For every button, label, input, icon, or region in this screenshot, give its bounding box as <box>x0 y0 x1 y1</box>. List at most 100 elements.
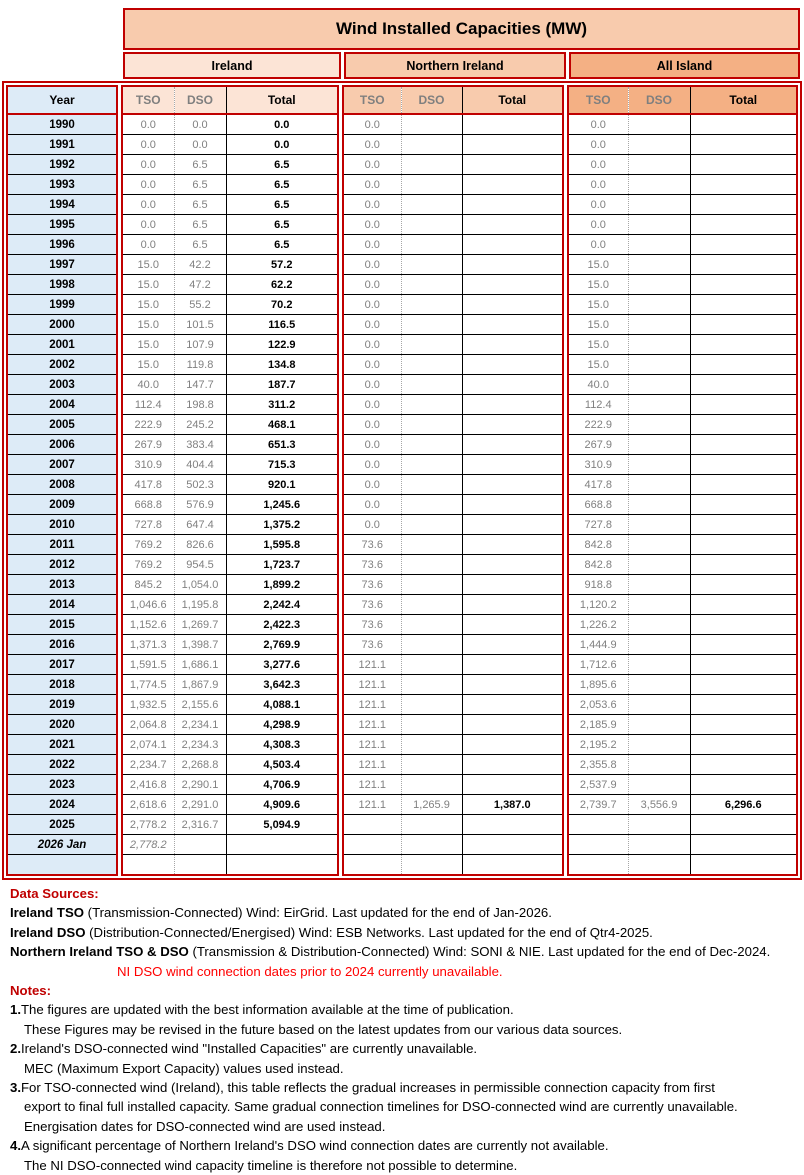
ie-total-cell: 2,422.3 <box>225 614 337 635</box>
ie-dso-cell: 2,155.6 <box>173 694 226 715</box>
table-row: 0.0 0.0 0.0 <box>123 114 337 135</box>
data-source-name: Northern Ireland TSO & DSO <box>10 944 189 960</box>
table-row: 0.0 <box>344 434 562 455</box>
table-row: 73.6 <box>344 594 562 615</box>
ni-dso-cell <box>400 514 462 535</box>
year-cell: 2009 <box>8 494 116 515</box>
ie-total-cell: 1,899.2 <box>225 574 337 595</box>
ai-dso-cell <box>627 434 690 455</box>
ai-total-cell <box>689 274 796 295</box>
ni-dso-cell <box>400 334 462 355</box>
ie-tso-cell: 15.0 <box>123 334 174 355</box>
table-row: 0.0 <box>344 334 562 355</box>
note-line: 1.The figures are updated with the best … <box>10 1000 804 1019</box>
ni-total-cell <box>461 194 562 215</box>
ie-tso-cell: 769.2 <box>123 554 174 575</box>
ai-total-cell <box>689 314 796 335</box>
table-row: 15.0 <box>569 274 796 295</box>
table-row: 0.0 <box>569 134 796 155</box>
table-row: 2003 <box>8 374 116 395</box>
ni-dso-cell <box>400 454 462 475</box>
ai-dso-cell <box>627 134 690 155</box>
note-item: 4.A significant percentage of Northern I… <box>10 1136 804 1175</box>
ie-tso-cell: 2,234.7 <box>123 754 174 775</box>
ai-tso-cell: 310.9 <box>569 454 628 475</box>
table-header-rows: Wind Installed Capacities (MW) Ireland N… <box>123 8 804 79</box>
ai-tso-cell: 0.0 <box>569 134 628 155</box>
ie-total-cell: 715.3 <box>225 454 337 475</box>
ni-dso-cell <box>400 714 462 735</box>
table-row <box>569 814 796 835</box>
ni-dso-cell <box>400 114 462 135</box>
ie-total-cell: 0.0 <box>225 114 337 135</box>
ai-total-cell <box>689 414 796 435</box>
ni-dso-cell <box>400 554 462 575</box>
table-row: 2011 <box>8 534 116 555</box>
ni-tso-cell: 0.0 <box>344 134 401 155</box>
ie-total-cell: 4,503.4 <box>225 754 337 775</box>
ai-total-cell <box>689 294 796 315</box>
table-row: 0.0 <box>569 214 796 235</box>
ai-dso-cell <box>627 154 690 175</box>
ai-tso-cell: 15.0 <box>569 334 628 355</box>
ie-dso-cell: 1,686.1 <box>173 654 226 675</box>
ai-dso-cell <box>627 754 690 775</box>
table-row: 0.0 <box>344 354 562 375</box>
table-row: 0.0 <box>344 134 562 155</box>
ni-total-cell <box>461 594 562 615</box>
ie-total-cell: 2,769.9 <box>225 634 337 655</box>
note-line: The NI DSO-connected wind capacity timel… <box>10 1156 804 1175</box>
ai-dso-cell <box>627 474 690 495</box>
year-cell <box>8 854 116 874</box>
note-number: 1. <box>10 1002 21 1018</box>
table-row: 0.0 <box>344 274 562 295</box>
table-row: 73.6 <box>344 634 562 655</box>
note-line: MEC (Maximum Export Capacity) values use… <box>10 1059 804 1078</box>
ai-dso-cell <box>627 314 690 335</box>
note-item: 2.Ireland's DSO-connected wind "Installe… <box>10 1039 804 1078</box>
table-row: 668.8 <box>569 494 796 515</box>
ie-total-cell <box>225 834 337 855</box>
ni-dso-cell <box>400 694 462 715</box>
table-row: 1,046.6 1,195.8 2,242.4 <box>123 594 337 615</box>
ni-dso-cell <box>400 834 462 855</box>
table-row: 2,195.2 <box>569 734 796 755</box>
ie-total-cell: 134.8 <box>225 354 337 375</box>
ni-total-cell <box>461 434 562 455</box>
ai-total-cell <box>689 334 796 355</box>
ai-tso-cell: 727.8 <box>569 514 628 535</box>
ni-tso-cell: 121.1 <box>344 774 401 795</box>
table-row: 2005 <box>8 414 116 435</box>
table-row: 0.0 <box>344 174 562 195</box>
year-cell: 1991 <box>8 134 116 155</box>
ai-dso-cell <box>627 734 690 755</box>
ai-total-cell <box>689 774 796 795</box>
ai-tso-cell: 0.0 <box>569 114 628 135</box>
table-row: 15.0 <box>569 354 796 375</box>
ie-total-cell: 122.9 <box>225 334 337 355</box>
table-row: 15.0 <box>569 314 796 335</box>
table-row <box>344 854 562 874</box>
note-line: 3.For TSO-connected wind (Ireland), this… <box>10 1078 804 1097</box>
ai-tso-cell: 15.0 <box>569 314 628 335</box>
table-row: 121.1 <box>344 694 562 715</box>
ni-tso-cell: 0.0 <box>344 294 401 315</box>
table-row: 769.2 954.5 1,723.7 <box>123 554 337 575</box>
table-row: 121.1 <box>344 714 562 735</box>
table-row: 2009 <box>8 494 116 515</box>
year-cell: 2023 <box>8 774 116 795</box>
ni-tso-cell: 0.0 <box>344 214 401 235</box>
ai-tso-cell: 15.0 <box>569 294 628 315</box>
ni-tso-cell: 0.0 <box>344 474 401 495</box>
ai-tso-cell: 842.8 <box>569 554 628 575</box>
ni-tso-cell: 73.6 <box>344 534 401 555</box>
ai-tso-cell: 0.0 <box>569 234 628 255</box>
ai-tso-cell: 2,355.8 <box>569 754 628 775</box>
table-row: 2,778.2 2,316.7 5,094.9 <box>123 814 337 835</box>
ai-dso-cell <box>627 114 690 135</box>
table-row: 2001 <box>8 334 116 355</box>
table-row: 1996 <box>8 234 116 255</box>
ie-tso-cell: 1,932.5 <box>123 694 174 715</box>
ni-tso-cell: 0.0 <box>344 514 401 535</box>
note-number: 4. <box>10 1138 21 1154</box>
